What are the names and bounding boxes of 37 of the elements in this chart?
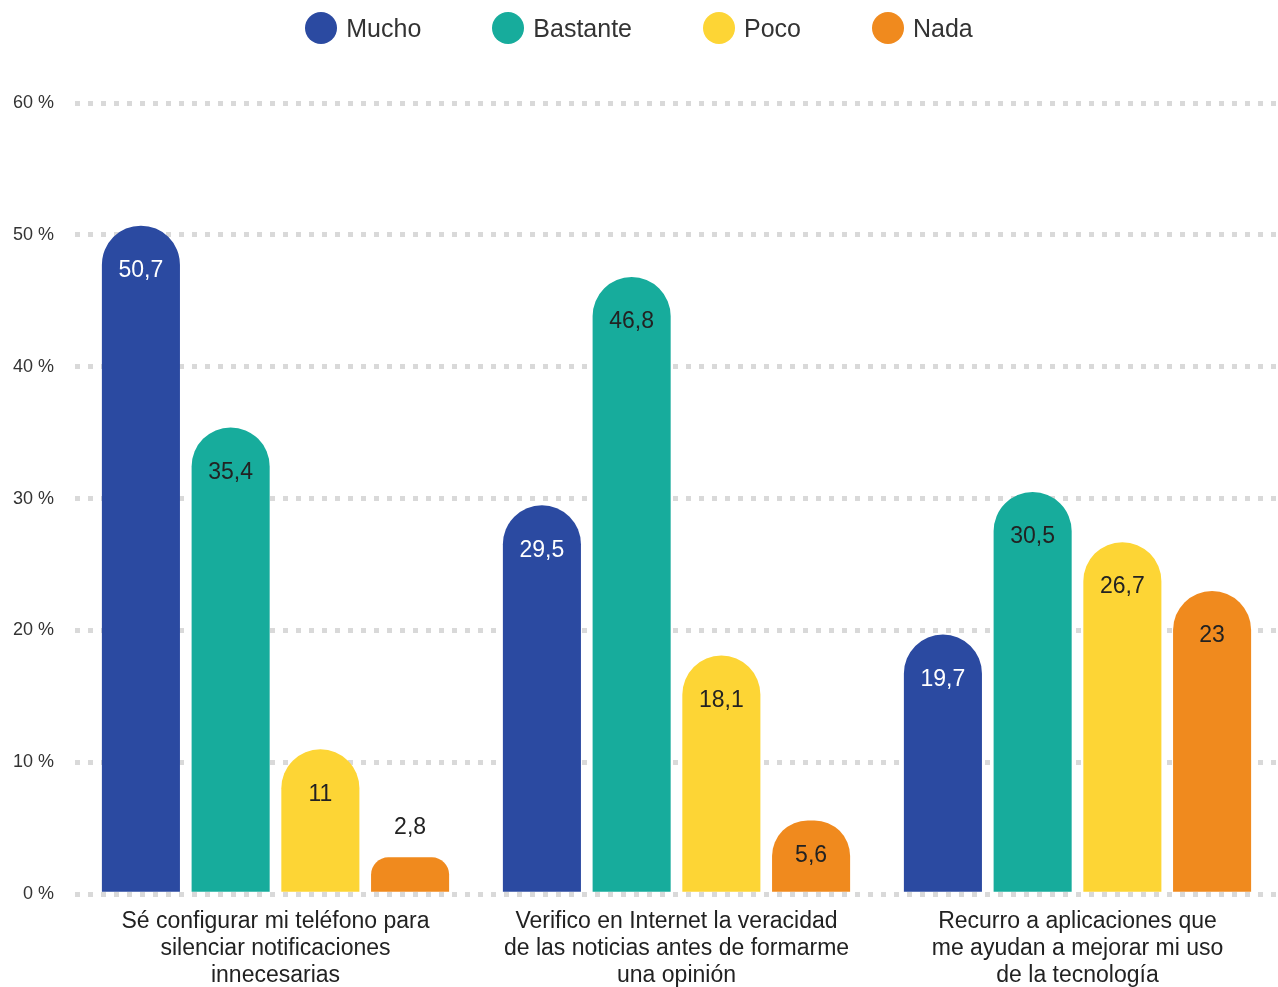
data-label: 26,7 — [1099, 572, 1145, 599]
data-label: 30,5 — [1010, 522, 1056, 549]
data-label: 29,5 — [519, 535, 565, 562]
y-tick-label: 10 % — [12, 751, 54, 772]
legend-label: Poco — [743, 13, 801, 43]
bar — [371, 857, 450, 892]
data-label: 19,7 — [920, 664, 966, 691]
bar — [1173, 590, 1252, 892]
y-tick-label: 20 % — [12, 619, 54, 640]
y-tick-label: 60 % — [12, 91, 54, 112]
y-tick-label: 0 % — [22, 883, 54, 904]
y-tick-label: 40 % — [12, 355, 54, 376]
x-tick-label: Sé configurar mi teléfono para silenciar notificaciones innecesarias — [121, 907, 430, 987]
data-label: 11 — [308, 779, 333, 806]
bar — [903, 634, 982, 892]
legend-label: Nada — [912, 13, 973, 43]
data-label: 50,7 — [118, 255, 164, 282]
y-tick-label: 30 % — [12, 487, 54, 508]
data-label: 18,1 — [698, 685, 744, 712]
data-label: 46,8 — [609, 307, 655, 334]
legend-label: Bastante — [533, 13, 632, 43]
data-label: 35,4 — [208, 457, 254, 484]
y-tick-label: 50 % — [12, 223, 54, 244]
bar — [281, 749, 360, 892]
bar — [191, 427, 270, 892]
legend-label: Mucho — [346, 13, 422, 43]
data-label: 23 — [1199, 621, 1225, 648]
bar — [502, 505, 581, 892]
x-tick-label: Recurro a aplicaciones que me ayudan a mejorar mi uso de la tecnología — [931, 907, 1224, 987]
bar — [1083, 542, 1162, 892]
bar — [592, 277, 671, 892]
bar — [993, 492, 1072, 892]
x-tick-label: Verifico en Internet la veracidad de las noticias antes de formarme una opinión — [503, 907, 850, 987]
bar — [682, 655, 761, 892]
data-label: 2,8 — [394, 812, 427, 839]
data-label: 5,6 — [795, 841, 828, 868]
bar — [101, 225, 180, 892]
